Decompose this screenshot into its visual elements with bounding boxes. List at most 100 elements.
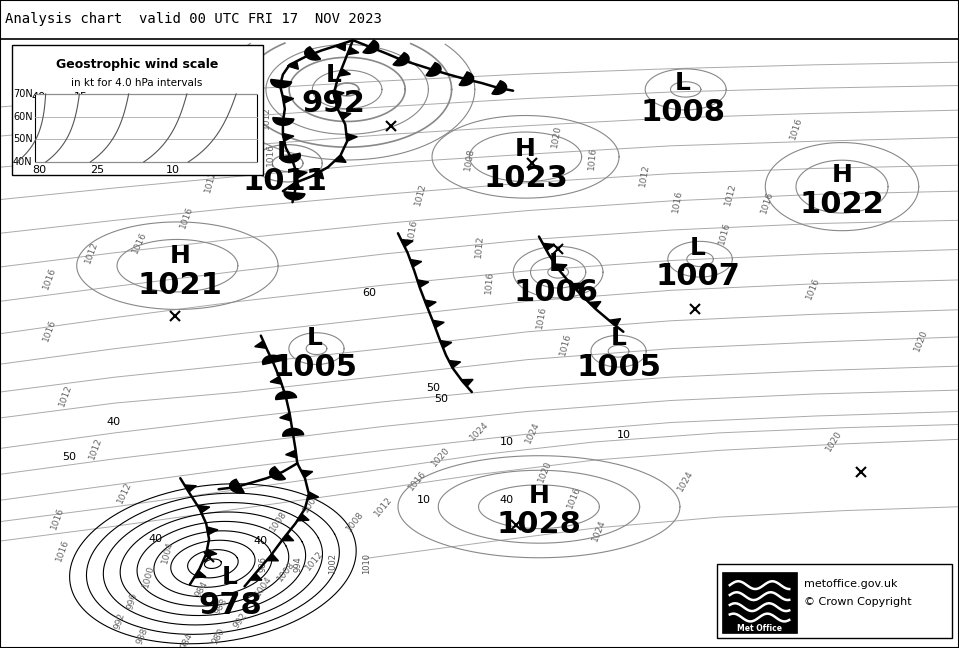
Text: 1004: 1004 bbox=[253, 575, 274, 598]
Polygon shape bbox=[459, 72, 474, 86]
Polygon shape bbox=[255, 341, 267, 349]
Polygon shape bbox=[543, 244, 554, 251]
Polygon shape bbox=[334, 155, 346, 163]
Text: 50: 50 bbox=[427, 382, 440, 393]
Polygon shape bbox=[284, 192, 305, 200]
Text: 1016: 1016 bbox=[716, 221, 732, 246]
Text: 1012: 1012 bbox=[88, 436, 104, 461]
Text: H: H bbox=[515, 137, 536, 161]
Text: 25: 25 bbox=[90, 165, 104, 175]
Text: 1020: 1020 bbox=[536, 459, 553, 484]
Polygon shape bbox=[207, 527, 218, 535]
Text: 992: 992 bbox=[302, 89, 365, 118]
Polygon shape bbox=[286, 450, 296, 458]
Text: Geostrophic wind scale: Geostrophic wind scale bbox=[56, 58, 219, 71]
Polygon shape bbox=[339, 69, 350, 76]
Polygon shape bbox=[270, 376, 282, 384]
Text: 1004: 1004 bbox=[301, 491, 322, 514]
Text: 50N: 50N bbox=[12, 134, 33, 145]
Polygon shape bbox=[250, 573, 262, 580]
Text: 10: 10 bbox=[617, 430, 630, 441]
Bar bbox=[35, 94, 257, 162]
Text: 1012: 1012 bbox=[262, 106, 271, 130]
Text: 1024: 1024 bbox=[676, 469, 695, 493]
Polygon shape bbox=[267, 554, 278, 561]
Polygon shape bbox=[273, 117, 293, 125]
Text: L: L bbox=[690, 235, 706, 260]
Text: 984: 984 bbox=[193, 580, 210, 599]
Polygon shape bbox=[307, 492, 318, 500]
Text: 1005: 1005 bbox=[272, 353, 357, 382]
Text: 15: 15 bbox=[74, 92, 87, 102]
Text: Met Office: Met Office bbox=[737, 624, 782, 633]
Text: 1012: 1012 bbox=[474, 235, 485, 258]
Polygon shape bbox=[295, 170, 307, 178]
Polygon shape bbox=[433, 320, 444, 328]
Polygon shape bbox=[280, 413, 291, 421]
Text: 1016: 1016 bbox=[178, 205, 196, 229]
Text: L: L bbox=[675, 71, 690, 95]
Text: 60: 60 bbox=[363, 288, 376, 298]
Polygon shape bbox=[401, 240, 413, 247]
Text: 1016: 1016 bbox=[130, 231, 148, 255]
Polygon shape bbox=[288, 61, 298, 69]
Text: L: L bbox=[277, 140, 292, 165]
Polygon shape bbox=[283, 133, 293, 141]
Polygon shape bbox=[571, 283, 583, 290]
Text: 10: 10 bbox=[166, 165, 179, 175]
Text: L: L bbox=[611, 326, 626, 351]
Polygon shape bbox=[410, 259, 422, 267]
Text: 60N: 60N bbox=[13, 111, 33, 122]
Text: 1012: 1012 bbox=[116, 480, 133, 505]
Text: 40: 40 bbox=[500, 495, 513, 505]
Polygon shape bbox=[492, 81, 506, 95]
Text: 1016: 1016 bbox=[670, 189, 684, 213]
Text: 1011: 1011 bbox=[243, 167, 327, 196]
Polygon shape bbox=[283, 428, 304, 436]
Text: 1024: 1024 bbox=[591, 518, 608, 542]
Text: 1016: 1016 bbox=[41, 318, 58, 343]
Text: 988: 988 bbox=[134, 627, 150, 646]
Polygon shape bbox=[347, 47, 359, 54]
Text: 1012: 1012 bbox=[373, 495, 394, 518]
Text: 994: 994 bbox=[293, 556, 302, 572]
Text: L: L bbox=[326, 62, 341, 87]
Text: 1012: 1012 bbox=[304, 549, 325, 572]
Polygon shape bbox=[449, 360, 460, 368]
Text: 40: 40 bbox=[254, 536, 268, 546]
Text: 1016: 1016 bbox=[406, 218, 419, 242]
Text: H: H bbox=[170, 244, 191, 268]
Text: 1016: 1016 bbox=[41, 266, 58, 291]
Polygon shape bbox=[275, 391, 296, 400]
Text: 1007: 1007 bbox=[656, 262, 740, 291]
Text: 1024: 1024 bbox=[524, 421, 541, 445]
Text: 1006: 1006 bbox=[514, 279, 598, 307]
Text: metoffice.gov.uk
© Crown Copyright: metoffice.gov.uk © Crown Copyright bbox=[804, 579, 911, 607]
Text: 1021: 1021 bbox=[138, 271, 222, 299]
Polygon shape bbox=[270, 80, 292, 87]
Polygon shape bbox=[305, 47, 320, 60]
Polygon shape bbox=[393, 52, 409, 65]
Text: 50: 50 bbox=[434, 393, 448, 404]
Polygon shape bbox=[280, 153, 300, 163]
Text: 1020: 1020 bbox=[825, 428, 844, 453]
Text: 1020: 1020 bbox=[431, 445, 452, 469]
Text: 1016: 1016 bbox=[49, 506, 66, 531]
Polygon shape bbox=[589, 301, 601, 309]
Text: 1028: 1028 bbox=[497, 511, 581, 539]
Polygon shape bbox=[609, 319, 620, 326]
Text: 992: 992 bbox=[113, 611, 127, 631]
Text: 1020: 1020 bbox=[912, 328, 929, 353]
Text: 1012: 1012 bbox=[638, 163, 651, 187]
Text: 996: 996 bbox=[126, 592, 139, 611]
Polygon shape bbox=[283, 95, 293, 103]
Text: 1008: 1008 bbox=[463, 146, 477, 171]
Text: 1016: 1016 bbox=[788, 116, 804, 141]
Polygon shape bbox=[263, 355, 283, 365]
Text: 1024: 1024 bbox=[468, 420, 491, 442]
Text: 40: 40 bbox=[149, 534, 162, 544]
Polygon shape bbox=[363, 40, 379, 53]
Text: 980: 980 bbox=[210, 627, 227, 646]
Text: 1008: 1008 bbox=[344, 510, 365, 533]
Text: 1016: 1016 bbox=[587, 147, 598, 170]
